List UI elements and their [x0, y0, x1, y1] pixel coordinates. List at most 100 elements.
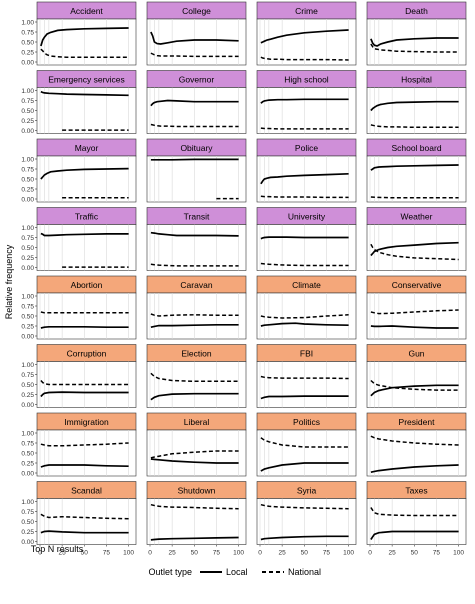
x-tick-label: 75: [433, 550, 441, 557]
plot-area-mayor: [36, 155, 137, 203]
x-tick-label: 25: [389, 550, 397, 557]
y-axis-label: Relative frequency: [4, 244, 14, 319]
x-axis-label: Top N results: [31, 544, 84, 554]
series-line-national-governor: [150, 123, 239, 128]
y-tick-label: 0.75: [21, 509, 34, 516]
strip-label-gun: Gun: [408, 349, 424, 359]
panel-scandal: Scandal 0.00 0.25 0.50 0.75 1.00 0 25 50 75 100: [21, 481, 137, 557]
series-line-local-syria: [260, 535, 349, 541]
y-tick-label: 0.25: [21, 529, 34, 536]
strip-label-emergency-services: Emergency services: [48, 75, 125, 85]
panel-taxes: Taxes 0 25 50 75 100: [366, 481, 467, 557]
y-tick-label: 1.00: [21, 88, 34, 95]
series-line-local-hospital: [370, 100, 459, 112]
series-line-national-police: [260, 195, 349, 199]
strip-label-election: Election: [181, 349, 212, 359]
y-tick-label: 0.75: [21, 304, 34, 311]
panel-hospital: Hospital: [366, 70, 467, 134]
strip-label-obituary: Obituary: [180, 143, 213, 153]
y-tick-label: 0.75: [21, 98, 34, 105]
y-tick-label: 1.00: [21, 499, 34, 506]
plot-area-politics: [256, 429, 357, 477]
plot-area-conservative: [366, 292, 467, 340]
plot-area-president: [366, 429, 467, 477]
panel-weather: Weather: [366, 207, 467, 271]
series-line-local-transit: [150, 231, 239, 237]
strip-label-police: Police: [295, 143, 318, 153]
series-line-national-liberal: [150, 450, 239, 459]
strip-label-accident: Accident: [70, 6, 103, 16]
y-tick-label: 0.50: [21, 314, 34, 321]
series-line-local-school-board: [370, 164, 459, 171]
legend: Outlet type Local National: [148, 567, 321, 577]
y-tick-label: 0.00: [21, 402, 34, 409]
panel-emergency-services: Emergency services 0.00 0.25 0.50 0.75 1.00: [21, 70, 137, 135]
panel-crime: Crime: [256, 1, 357, 66]
plot-area-university: [256, 224, 357, 271]
panel-president: President: [366, 412, 467, 477]
y-tick-label: 0.25: [21, 50, 34, 57]
panel-college: College: [146, 1, 247, 66]
y-tick-label: 0.50: [21, 177, 34, 184]
x-tick-label: 100: [453, 550, 464, 557]
strip-label-politics: Politics: [293, 417, 320, 427]
series-line-local-accident: [40, 27, 129, 47]
y-tick-label: 0.25: [21, 255, 34, 262]
plot-area-immigration: [36, 429, 137, 477]
panel-high-school: High school: [256, 70, 357, 134]
series-line-national-hospital: [370, 124, 459, 129]
plot-area-high-school: [256, 87, 357, 134]
y-tick-label: 0.25: [21, 118, 34, 125]
plot-area-abortion: [36, 292, 137, 340]
plot-area-liberal: [146, 429, 247, 477]
x-tick-label: 25: [279, 550, 287, 557]
strip-label-hospital: Hospital: [401, 75, 432, 85]
y-tick-label: 0.00: [21, 60, 34, 67]
y-tick-label: 0.00: [21, 128, 34, 135]
panel-politics: Politics: [256, 412, 357, 477]
panel-syria: Syria 0 25 50 75 100: [256, 481, 357, 557]
y-tick-label: 0.50: [21, 40, 34, 47]
y-tick-label: 0.25: [21, 324, 34, 331]
series-line-local-weather: [370, 241, 459, 257]
y-tick-label: 0.75: [21, 235, 34, 242]
plot-area-crime: [256, 18, 357, 66]
strip-label-mayor: Mayor: [75, 143, 99, 153]
plot-area-accident: [36, 18, 137, 66]
series-line-national-death: [370, 43, 459, 53]
x-tick-label: 50: [411, 550, 419, 557]
series-line-local-election: [150, 392, 239, 401]
series-line-local-fbi: [260, 395, 349, 400]
plot-area-obituary: [146, 155, 247, 203]
legend-label-local: Local: [226, 567, 248, 577]
y-tick-label: 0.25: [21, 187, 34, 194]
strip-label-scandal: Scandal: [71, 486, 102, 496]
series-line-local-taxes: [370, 530, 459, 540]
series-line-national-taxes: [370, 507, 459, 517]
series-line-national-weather: [370, 243, 459, 261]
panel-police: Police: [256, 138, 357, 203]
series-line-national-shutdown: [150, 503, 239, 510]
panel-election: Election: [146, 344, 247, 408]
strip-label-taxes: Taxes: [405, 486, 427, 496]
x-tick-label: 100: [233, 550, 244, 557]
plot-area-climate: [256, 292, 357, 340]
series-line-local-abortion: [40, 325, 129, 329]
legend-label-national: National: [288, 567, 321, 577]
plot-area-fbi: [256, 361, 357, 408]
x-tick-label: 75: [213, 550, 221, 557]
series-line-local-politics: [260, 462, 349, 472]
series-line-local-police: [260, 172, 349, 185]
plot-area-election: [146, 361, 247, 408]
strip-label-immigration: Immigration: [64, 417, 109, 427]
panel-obituary: Obituary: [146, 138, 247, 203]
y-tick-label: 0.25: [21, 392, 34, 399]
plot-area-police: [256, 155, 357, 203]
y-tick-label: 1.00: [21, 20, 34, 27]
series-line-national-president: [370, 435, 459, 446]
y-tick-label: 0.75: [21, 441, 34, 448]
series-line-national-fbi: [260, 375, 349, 380]
panel-traffic: Traffic 0.00 0.25 0.50 0.75 1.00: [21, 207, 137, 272]
plot-area-hospital: [366, 87, 467, 134]
